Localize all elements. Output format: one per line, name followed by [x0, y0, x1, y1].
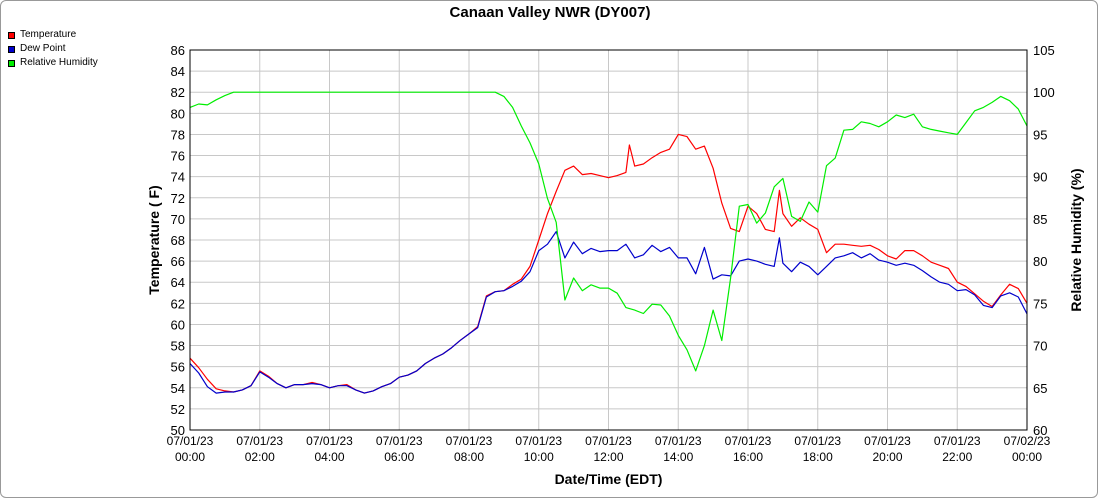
y-tick-label: 62: [171, 296, 185, 311]
y2-tick-label: 100: [1033, 85, 1055, 100]
x-tick-date: 07/01/23: [236, 434, 283, 448]
legend-swatch-relative-humidity: [8, 59, 15, 67]
y2-tick-label: 85: [1033, 212, 1047, 227]
x-tick-date: 07/01/23: [655, 434, 702, 448]
y-tick-label: 76: [171, 149, 185, 164]
x-tick-time: 12:00: [593, 450, 623, 464]
y-tick-label: 56: [171, 360, 185, 375]
x-tick-date: 07/01/23: [515, 434, 562, 448]
x-tick-time: 14:00: [663, 450, 693, 464]
legend-swatch-dew-point: [8, 45, 15, 53]
x-tick-date: 07/01/23: [864, 434, 911, 448]
y-tick-label: 68: [171, 233, 185, 248]
y2-tick-label: 75: [1033, 296, 1047, 311]
y-tick-label: 78: [171, 127, 185, 142]
x-tick-date: 07/01/23: [725, 434, 772, 448]
x-tick-time: 22:00: [942, 450, 972, 464]
x-tick-time: 20:00: [872, 450, 902, 464]
x-tick-time: 08:00: [454, 450, 484, 464]
x-tick-time: 00:00: [1012, 450, 1042, 464]
y-tick-label: 82: [171, 85, 185, 100]
x-tick-time: 16:00: [733, 450, 763, 464]
y-tick-label: 70: [171, 212, 185, 227]
y-tick-label: 60: [171, 317, 185, 332]
x-tick-date: 07/01/23: [446, 434, 493, 448]
y2-tick-label: 65: [1033, 381, 1047, 396]
y2-axis-label: Relative Humidity (%): [1068, 168, 1084, 311]
x-tick-time: 06:00: [384, 450, 414, 464]
y2-tick-label: 70: [1033, 339, 1047, 354]
y2-tick-label: 105: [1033, 43, 1055, 58]
y-tick-label: 74: [171, 170, 185, 185]
y2-tick-label: 60: [1033, 423, 1047, 438]
legend-label-dew-point: Dew Point: [20, 43, 66, 54]
x-tick-date: 07/01/23: [934, 434, 981, 448]
y-axis-label: Temperature ( F): [146, 185, 162, 294]
y-tick-label: 72: [171, 191, 185, 206]
y-tick-label: 54: [171, 381, 185, 396]
x-tick-time: 02:00: [245, 450, 275, 464]
x-tick-time: 18:00: [803, 450, 833, 464]
legend-label-relative-humidity: Relative Humidity: [20, 57, 98, 68]
x-tick-time: 04:00: [314, 450, 344, 464]
x-tick-date: 07/01/23: [167, 434, 214, 448]
y-tick-label: 86: [171, 43, 185, 58]
x-tick-date: 07/01/23: [794, 434, 841, 448]
series-line-dew-point: [189, 231, 1028, 394]
x-tick-date: 07/02/23: [1004, 434, 1051, 448]
y2-tick-label: 80: [1033, 254, 1047, 269]
y-tick-label: 58: [171, 339, 185, 354]
y-tick-label: 84: [171, 64, 185, 79]
x-tick-time: 00:00: [175, 450, 205, 464]
legend-item-dew-point: Dew Point: [8, 42, 98, 56]
y2-tick-label: 95: [1033, 127, 1047, 142]
legend: Temperature Dew Point Relative Humidity: [8, 28, 98, 70]
x-tick-date: 07/01/23: [376, 434, 423, 448]
y-tick-label: 66: [171, 254, 185, 269]
y-tick-label: 52: [171, 402, 185, 417]
x-tick-date: 07/01/23: [585, 434, 632, 448]
y-tick-label: 80: [171, 106, 185, 121]
x-tick-time: 10:00: [524, 450, 554, 464]
y2-tick-label: 90: [1033, 170, 1047, 185]
legend-item-relative-humidity: Relative Humidity: [8, 56, 98, 70]
chart-title: Canaan Valley NWR (DY007): [449, 4, 651, 21]
legend-label-temperature: Temperature: [20, 29, 77, 40]
x-axis-label: Date/Time (EDT): [555, 471, 663, 487]
series-line-relative-humidity: [189, 91, 1028, 372]
legend-swatch-temperature: [8, 31, 15, 39]
y-tick-label: 50: [171, 423, 185, 438]
plot-border: [189, 49, 1028, 431]
y-tick-label: 64: [171, 275, 185, 290]
x-tick-date: 07/01/23: [306, 434, 353, 448]
legend-item-temperature: Temperature: [8, 28, 98, 42]
